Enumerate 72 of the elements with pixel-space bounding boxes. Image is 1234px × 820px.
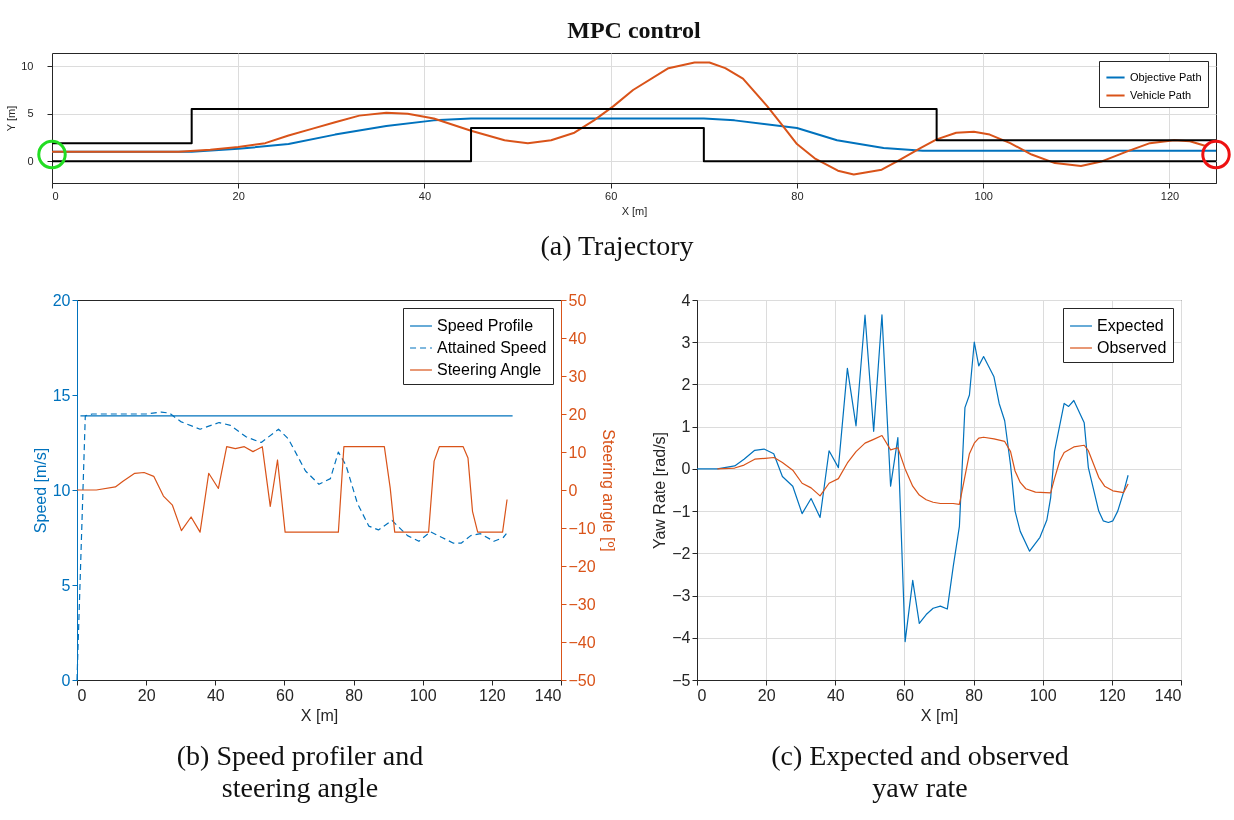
y-tick-label: −2	[672, 544, 691, 562]
x-tick-label: 140	[534, 686, 562, 704]
legend-label: Expected	[1097, 317, 1164, 334]
x-tick-label: 80	[791, 189, 804, 202]
y-axis-title: Speed [m/s]	[31, 447, 49, 534]
y-tick-label: 4	[681, 291, 691, 309]
legend-label: Attained Speed	[437, 339, 547, 356]
line-series	[76, 446, 508, 533]
y2-tick-label: 40	[568, 329, 587, 347]
y2-axis-title: Steering angle [º]	[599, 429, 617, 552]
y-tick-label: 3	[681, 333, 691, 351]
y2-tick-label: −50	[568, 671, 596, 689]
y-tick-label: 0	[681, 460, 691, 478]
text: (c) Expected and observed yaw rate	[770, 740, 1070, 804]
line-series	[51, 61, 1207, 176]
chart-title: MPC control	[567, 17, 702, 43]
y-tick-label: −1	[672, 502, 691, 520]
x-tick-label: 0	[697, 686, 707, 704]
y-tick-label: 2	[681, 375, 691, 393]
y2-tick-label: −40	[568, 633, 596, 651]
text: (b) Speed profiler and steering angle	[175, 740, 425, 804]
x-tick-label: 40	[826, 686, 845, 704]
y-tick-label: 10	[52, 481, 71, 499]
x-tick-label: 20	[232, 189, 245, 202]
x-tick-label: 80	[965, 686, 984, 704]
y2-tick-label: −10	[568, 519, 596, 537]
legend-label: Observed	[1097, 339, 1167, 356]
y-tick-label: 1	[681, 418, 691, 436]
y-tick-label: 15	[52, 386, 71, 404]
y2-tick-label: 0	[568, 481, 578, 499]
y-axis-title: Y [m]	[5, 105, 18, 132]
x-tick-label: 60	[605, 189, 618, 202]
y-tick-label: −4	[672, 629, 691, 647]
x-tick-label: 60	[276, 686, 294, 704]
legend-label: Objective Path	[1130, 70, 1202, 83]
x-tick-label: 120	[1099, 686, 1126, 704]
x-tick-label: 60	[896, 686, 914, 704]
x-tick-label: 100	[1029, 686, 1057, 704]
x-tick-label: 20	[137, 686, 156, 704]
line-series	[716, 434, 1129, 505]
y-axis-title: Yaw Rate [rad/s]	[651, 431, 669, 550]
y-tick-label: 0	[61, 671, 71, 689]
y2-tick-label: −20	[568, 557, 596, 575]
x-axis-title: X [m]	[920, 706, 959, 724]
y-tick-label: −3	[672, 587, 691, 605]
x-tick-label: 40	[206, 686, 225, 704]
legend-label: Speed Profile	[437, 317, 534, 334]
y-tick-label: 5	[61, 576, 71, 594]
y-tick-label: 20	[52, 291, 71, 309]
x-axis-title: X [m]	[621, 204, 648, 217]
x-tick-label: 100	[974, 189, 993, 202]
x-tick-label: 120	[479, 686, 506, 704]
y2-tick-label: −30	[568, 595, 596, 613]
y-tick-label: 5	[27, 107, 34, 120]
y-tick-label: 0	[27, 154, 34, 167]
legend-label: Steering Angle	[437, 361, 542, 378]
x-tick-label: 20	[757, 686, 776, 704]
y2-tick-label: 20	[568, 405, 587, 423]
text: (a) Trajectory	[539, 230, 695, 262]
x-axis-title: X [m]	[300, 706, 339, 724]
y-tick-label: 10	[21, 59, 34, 72]
x-tick-label: 120	[1160, 189, 1180, 202]
y2-tick-label: 30	[568, 367, 587, 385]
y2-tick-label: 50	[568, 291, 587, 309]
y-tick-label: −5	[672, 671, 691, 689]
x-tick-label: 80	[345, 686, 364, 704]
x-tick-label: 40	[418, 189, 432, 202]
x-tick-label: 100	[409, 686, 437, 704]
legend-label: Vehicle Path	[1130, 88, 1192, 101]
y2-tick-label: 10	[568, 443, 587, 461]
x-tick-label: 140	[1154, 686, 1182, 704]
x-tick-label: 0	[77, 686, 87, 704]
